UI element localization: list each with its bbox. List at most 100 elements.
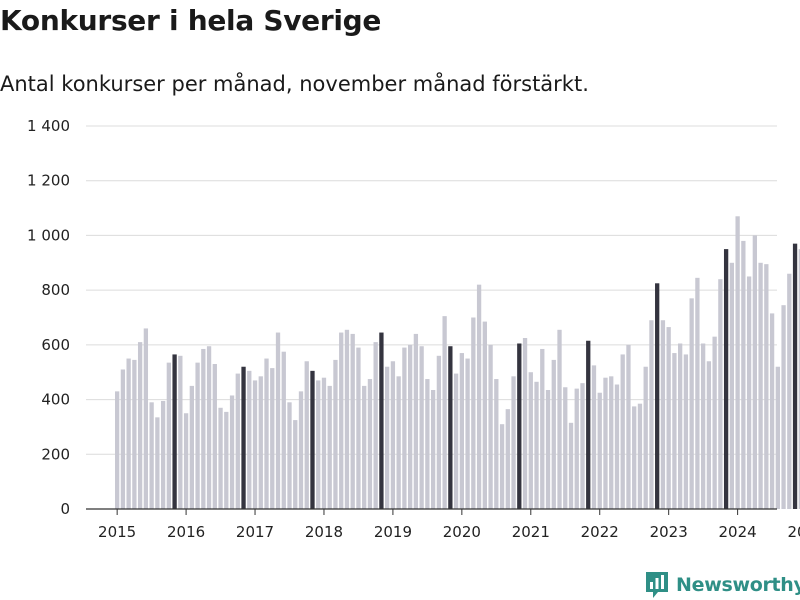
bar bbox=[758, 262, 763, 509]
bar bbox=[695, 277, 700, 509]
bar bbox=[683, 354, 689, 509]
bar bbox=[574, 388, 579, 509]
bar bbox=[247, 370, 252, 509]
bar bbox=[511, 376, 516, 509]
bar bbox=[551, 359, 556, 509]
bar bbox=[453, 373, 459, 509]
bar bbox=[350, 333, 355, 509]
bar bbox=[425, 379, 430, 509]
bar bbox=[120, 369, 126, 509]
bar bbox=[333, 359, 338, 509]
bar bbox=[620, 354, 625, 509]
bar bbox=[413, 333, 419, 509]
bar bbox=[741, 240, 746, 509]
y-axis-ticks: 0 200 400 600 800 1 000 1 200 1 400 bbox=[27, 117, 70, 518]
bar bbox=[264, 358, 269, 509]
bar bbox=[252, 380, 258, 509]
bar bbox=[143, 328, 149, 509]
bars bbox=[115, 216, 800, 510]
bar bbox=[218, 407, 223, 509]
bar bbox=[189, 385, 194, 509]
bar bbox=[729, 262, 735, 509]
bar bbox=[499, 424, 505, 509]
bar bbox=[275, 332, 281, 509]
bar bbox=[344, 329, 350, 509]
bar bbox=[775, 366, 780, 509]
bar bbox=[356, 347, 361, 509]
chart-title: Konkurser i hela Sverige bbox=[0, 4, 382, 37]
y-tick-label: 1 000 bbox=[27, 226, 70, 244]
brand-name: Newsworthy bbox=[676, 574, 800, 596]
bar bbox=[241, 366, 246, 509]
x-tick-label: 2025 bbox=[787, 523, 800, 541]
y-tick-label: 0 bbox=[60, 500, 70, 518]
newsworthy-logo-icon bbox=[646, 572, 668, 598]
x-tick-label: 2017 bbox=[236, 523, 274, 541]
newsworthy-brand[interactable]: Newsworthy bbox=[644, 570, 800, 600]
bar bbox=[390, 361, 396, 509]
bar bbox=[557, 329, 562, 509]
bar bbox=[379, 332, 384, 509]
bar bbox=[545, 390, 551, 509]
bar bbox=[160, 400, 166, 509]
x-tick-label: 2022 bbox=[581, 523, 619, 541]
bar bbox=[591, 365, 597, 510]
bar bbox=[689, 298, 694, 509]
bar bbox=[310, 370, 315, 509]
bar bbox=[465, 358, 470, 509]
y-tick-label: 1 400 bbox=[27, 117, 70, 135]
x-tick-label: 2023 bbox=[650, 523, 688, 541]
bar bbox=[476, 284, 482, 509]
x-axis: 2015 2016 2017 2018 2019 2020 2021 2022 2023 2024… bbox=[86, 508, 800, 541]
bar bbox=[678, 343, 683, 509]
x-tick-label: 2018 bbox=[305, 523, 343, 541]
bar bbox=[448, 346, 453, 509]
x-tick-label: 2024 bbox=[719, 523, 757, 541]
bar bbox=[655, 283, 660, 509]
bar bbox=[603, 377, 608, 509]
bar bbox=[339, 332, 344, 509]
y-tick-label: 800 bbox=[41, 281, 70, 299]
bar bbox=[517, 343, 522, 509]
bar bbox=[166, 362, 171, 509]
chart-subtitle: Antal konkurser per månad, november måna… bbox=[0, 72, 589, 96]
bar bbox=[626, 344, 631, 509]
bar bbox=[764, 264, 769, 509]
bar bbox=[706, 361, 712, 509]
bar bbox=[396, 376, 401, 509]
bar bbox=[270, 368, 275, 509]
bar bbox=[419, 346, 424, 509]
bar bbox=[408, 344, 413, 509]
bar bbox=[752, 235, 757, 509]
bar bbox=[126, 358, 131, 509]
bar bbox=[660, 320, 666, 509]
bar bbox=[781, 305, 786, 509]
bar bbox=[614, 384, 620, 509]
x-tick-label: 2019 bbox=[374, 523, 412, 541]
bar bbox=[367, 379, 373, 509]
bar bbox=[597, 392, 602, 509]
bar bbox=[649, 320, 654, 509]
bar bbox=[792, 243, 798, 509]
bar bbox=[178, 355, 183, 509]
bar bbox=[195, 362, 200, 509]
bar bbox=[172, 354, 177, 509]
bar bbox=[373, 342, 378, 509]
bar bbox=[430, 390, 436, 509]
bar bbox=[385, 366, 390, 509]
bar bbox=[293, 420, 298, 509]
bar bbox=[632, 406, 637, 509]
bar bbox=[494, 379, 499, 509]
bar bbox=[212, 364, 217, 509]
bar bbox=[540, 348, 545, 509]
bar bbox=[201, 348, 206, 509]
bar bbox=[224, 411, 229, 509]
bar bbox=[258, 376, 263, 509]
bar bbox=[637, 403, 643, 509]
bar bbox=[609, 376, 614, 509]
bar bbox=[304, 361, 309, 509]
bar bbox=[522, 338, 528, 509]
bar bbox=[321, 377, 327, 509]
bar bbox=[534, 381, 539, 509]
